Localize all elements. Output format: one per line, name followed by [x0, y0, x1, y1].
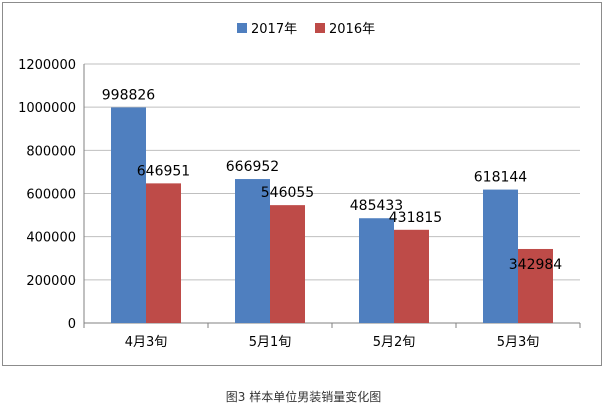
data-label-1-0: 646951	[137, 163, 190, 179]
data-label-0-0: 998826	[102, 87, 156, 103]
data-label-1-3: 342984	[509, 257, 563, 273]
data-label-1-2: 431815	[389, 210, 442, 226]
bar-1-2	[394, 229, 429, 323]
y-tick-label-4: 800000	[26, 144, 76, 159]
data-label-0-1: 666952	[226, 159, 279, 175]
bar-0-3	[483, 189, 518, 323]
y-tick-label-1: 200000	[26, 274, 76, 289]
x-tick-label-2: 5月2旬	[373, 335, 416, 350]
bar-1-1	[270, 205, 305, 323]
y-tick-label-3: 600000	[26, 188, 76, 203]
bar-0-1	[235, 179, 270, 323]
x-tick-label-3: 5月3旬	[497, 335, 540, 350]
y-tick-label-5: 1000000	[18, 101, 76, 116]
x-tick-label-0: 4月3旬	[125, 335, 168, 350]
y-tick-label-6: 1200000	[18, 58, 76, 73]
legend-swatch-1	[315, 23, 325, 33]
legend-label-0: 2017年	[251, 22, 297, 37]
bar-0-2	[359, 218, 394, 323]
legend-label-1: 2016年	[329, 22, 375, 37]
bar-0-0	[111, 107, 146, 324]
x-tick-label-1: 5月1旬	[249, 335, 292, 350]
bar-1-3	[518, 248, 553, 323]
legend-swatch-0	[237, 23, 247, 33]
y-tick-label-2: 400000	[26, 231, 76, 246]
figure-caption: 图3 样本单位男装销量变化图	[225, 390, 382, 404]
data-label-0-2: 485433	[350, 198, 403, 214]
y-tick-label-0: 0	[68, 317, 76, 332]
bar-1-0	[146, 183, 181, 323]
data-label-0-3: 618144	[474, 170, 528, 186]
data-label-1-1: 546055	[261, 185, 314, 201]
